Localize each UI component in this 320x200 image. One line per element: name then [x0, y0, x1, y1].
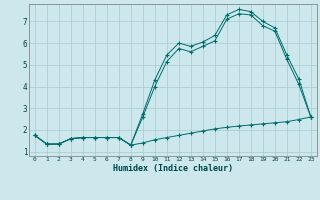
X-axis label: Humidex (Indice chaleur): Humidex (Indice chaleur) [113, 164, 233, 173]
